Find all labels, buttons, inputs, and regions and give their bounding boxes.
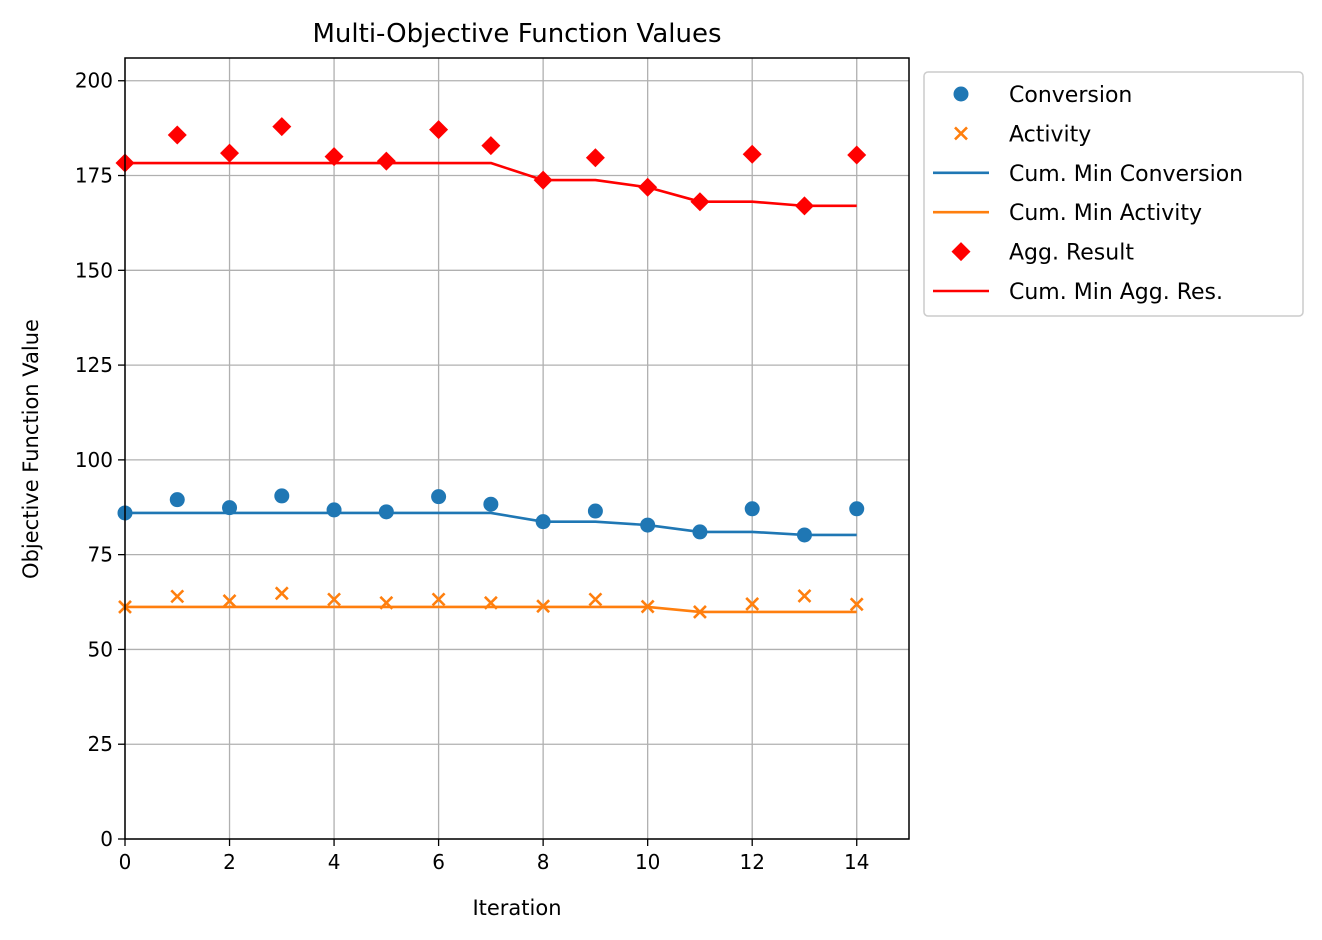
x-tick-label: 6 <box>432 850 445 874</box>
activity-point <box>327 592 341 607</box>
x-tick-label: 8 <box>537 850 550 874</box>
conversion-point <box>744 501 760 517</box>
activity-point <box>170 589 185 604</box>
activity-point <box>431 592 446 607</box>
x-tick-label: 10 <box>635 850 660 874</box>
legend-item-cum-min-activity: Cum. Min Activity <box>933 201 1202 226</box>
conversion-point <box>535 514 551 530</box>
x-tick-label: 0 <box>119 850 132 874</box>
y-axis-label: Objective Function Value <box>19 319 43 579</box>
agg-result-point <box>742 144 762 164</box>
agg-result-point <box>638 177 658 197</box>
legend-item-activity: Activity <box>954 122 1091 147</box>
conversion-point <box>796 527 812 543</box>
agg-result-point <box>429 120 449 140</box>
agg-result-point <box>272 117 292 137</box>
y-tick-label: 0 <box>100 827 113 851</box>
legend-label: Cum. Min Conversion <box>1009 162 1243 187</box>
conversion-point <box>483 496 499 512</box>
y-axis-ticks: 0 25 50 75 100 125 150 175 200 <box>75 69 125 851</box>
series-points <box>115 117 867 619</box>
cum-min-activity-line <box>125 605 857 614</box>
x-tick-label: 4 <box>328 850 341 874</box>
x-axis-ticks: 0 2 4 6 8 10 12 14 <box>119 839 869 874</box>
activity-point <box>797 589 812 603</box>
legend-swatch <box>953 86 969 102</box>
legend-label: Agg. Result <box>1009 241 1134 266</box>
conversion-point <box>587 503 603 519</box>
activity-point <box>849 597 864 612</box>
agg-result-point <box>481 136 501 156</box>
conversion-point <box>326 502 342 518</box>
activity-point <box>693 604 707 619</box>
legend-item-cum-min-conversion: Cum. Min Conversion <box>933 162 1243 187</box>
agg-result-point <box>533 170 553 190</box>
agg-result-point <box>324 147 344 167</box>
y-tick-label: 175 <box>75 164 113 188</box>
agg-result-point <box>167 125 187 145</box>
activity-point <box>483 595 498 610</box>
x-tick-label: 14 <box>844 850 869 874</box>
agg-result-point <box>585 148 605 168</box>
y-tick-label: 50 <box>88 637 113 661</box>
cum-min-agg-res-line <box>125 161 857 208</box>
legend-item-cum-min-agg-res: Cum. Min Agg. Res. <box>933 280 1223 305</box>
legend-item-conversion: Conversion <box>953 83 1132 108</box>
y-tick-label: 75 <box>88 543 113 567</box>
activity-point <box>745 597 760 611</box>
conversion-point <box>169 492 185 508</box>
chart-title: Multi-Objective Function Values <box>312 19 721 49</box>
y-tick-label: 150 <box>75 258 113 282</box>
legend-swatch <box>951 242 971 262</box>
y-tick-label: 125 <box>75 353 113 377</box>
y-tick-label: 25 <box>88 732 113 756</box>
x-tick-label: 12 <box>739 850 764 874</box>
plot-frame <box>124 57 910 840</box>
activity-point <box>588 592 603 607</box>
legend-label: Cum. Min Activity <box>1009 201 1202 226</box>
x-tick-label: 2 <box>223 850 236 874</box>
conversion-point <box>849 501 865 517</box>
agg-result-point <box>690 192 710 212</box>
agg-result-point <box>376 151 396 171</box>
activity-point <box>379 595 394 610</box>
legend-frame <box>923 71 1304 317</box>
conversion-point <box>640 517 656 533</box>
agg-result-point <box>220 143 240 163</box>
legend-swatch <box>954 126 968 141</box>
activity-point <box>274 586 289 601</box>
activity-point <box>640 599 655 614</box>
cum-min-conversion-line <box>125 511 857 537</box>
conversion-point <box>431 489 447 505</box>
agg-result-point <box>847 145 867 165</box>
legend-label: Cum. Min Agg. Res. <box>1009 280 1223 305</box>
conversion-point <box>378 504 394 520</box>
activity-point <box>536 599 551 614</box>
legend-label: Activity <box>1009 122 1091 147</box>
x-axis-label: Iteration <box>472 896 561 920</box>
y-tick-label: 100 <box>75 448 113 472</box>
series-lines <box>125 161 857 614</box>
legend-item-agg-result: Agg. Result <box>951 241 1134 266</box>
legend: Conversion Activity Cum. Min Conversion Cum… <box>923 71 1304 317</box>
conversion-point <box>222 500 238 516</box>
conversion-point <box>692 524 708 540</box>
legend-label: Conversion <box>1009 83 1132 108</box>
agg-result-point <box>794 196 814 216</box>
y-tick-label: 200 <box>75 69 113 93</box>
activity-point <box>222 593 237 608</box>
conversion-point <box>274 488 290 504</box>
